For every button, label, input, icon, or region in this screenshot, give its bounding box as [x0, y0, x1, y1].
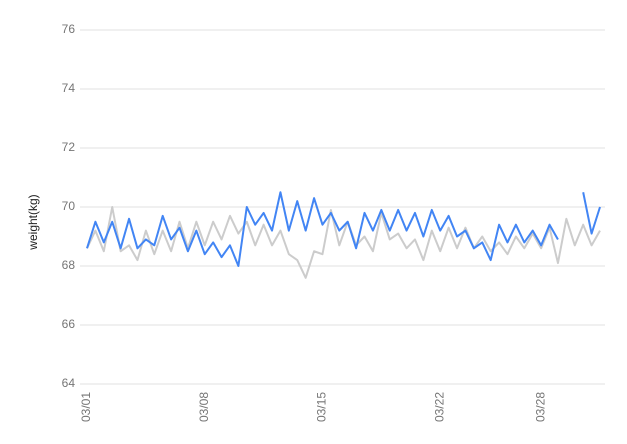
y-tick-label: 74	[62, 81, 76, 95]
y-tick-label: 76	[62, 22, 76, 36]
x-tick-label: 03/08	[197, 392, 211, 422]
y-tick-label: 64	[62, 376, 76, 390]
y-tick-label: 68	[62, 258, 76, 272]
x-tick-label: 03/01	[79, 392, 93, 422]
x-tick-label: 03/15	[315, 392, 329, 422]
y-tick-label: 66	[62, 317, 76, 331]
data-line	[86, 191, 601, 267]
data-line	[86, 206, 601, 279]
y-tick-label: 70	[62, 199, 76, 213]
x-tick-label: 03/28	[533, 392, 547, 422]
y-tick-label: 72	[62, 140, 76, 154]
y-axis-label: weight(kg)	[26, 194, 40, 250]
x-tick-label: 03/22	[432, 392, 446, 422]
